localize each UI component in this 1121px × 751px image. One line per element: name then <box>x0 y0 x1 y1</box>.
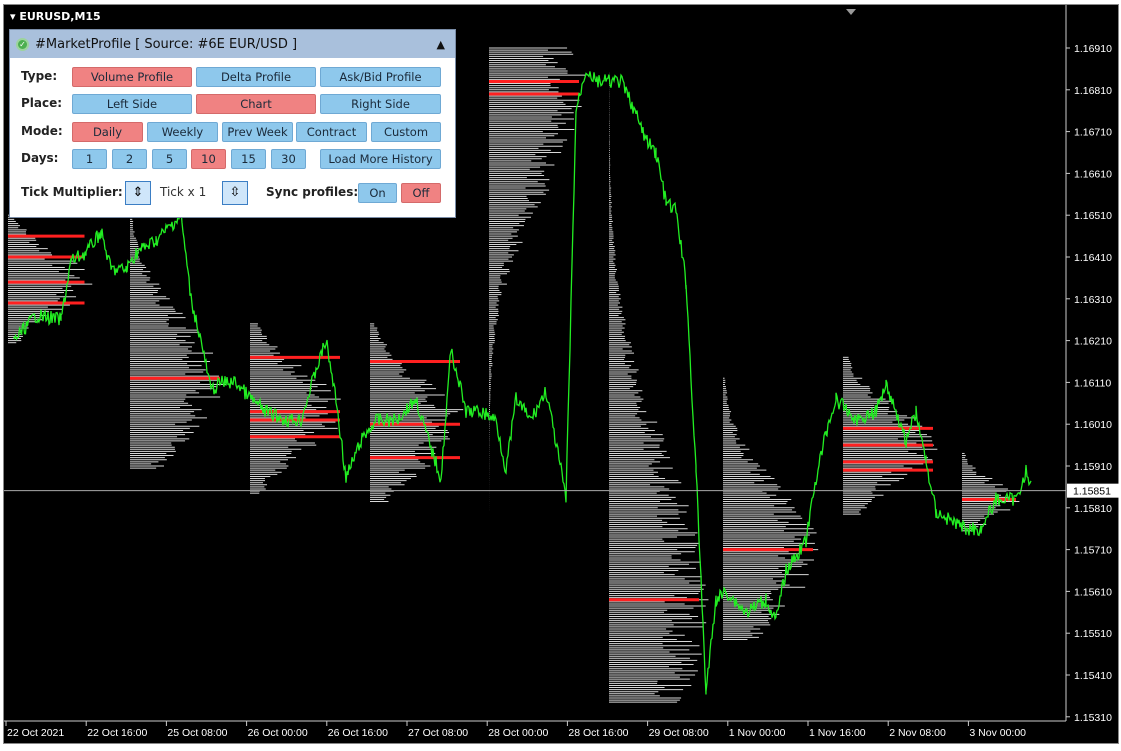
profile-2-nov <box>843 356 938 515</box>
mode-row: Mode: Daily Weekly Prev Week Contract Cu… <box>10 122 455 142</box>
days-5-button[interactable]: 5 <box>152 149 187 169</box>
delta-profile-button[interactable]: Delta Profile <box>196 67 316 87</box>
current-price-label: 1.15851 <box>1073 486 1111 498</box>
price-tick-label: 1.15310 <box>1074 712 1112 724</box>
price-tick-label: 1.16910 <box>1074 43 1112 55</box>
price-chart[interactable]: 1.16910 1.16810 1.16710 1.16610 1.16510 1.164… <box>4 5 1120 745</box>
status-ok-icon: ✓ <box>16 37 29 51</box>
panel-title: #MarketProfile [ Source: #6E EUR/USD ] <box>35 36 298 52</box>
tick-multiplier-value: Tick x 1 <box>160 185 207 199</box>
tick-sync-row: Tick Multiplier: ⇕ Tick x 1 ⇳ Sync profi… <box>10 181 455 205</box>
symbol-label: EURUSD,M15 <box>19 10 101 23</box>
time-tick-label: 22 Oct 16:00 <box>87 727 147 739</box>
profile-25-oct <box>130 214 227 469</box>
type-row: Type: Volume Profile Delta Profile Ask/B… <box>10 67 455 87</box>
tick-multiplier-label: Tick Multiplier: <box>21 185 123 199</box>
place-label: Place: <box>21 96 63 110</box>
panel-title-bar[interactable]: ✓ #MarketProfile [ Source: #6E EUR/USD ]… <box>10 30 455 58</box>
shift-marker-icon <box>846 9 856 15</box>
time-tick-label: 29 Oct 08:00 <box>649 727 709 739</box>
time-tick-label: 2 Nov 08:00 <box>889 727 946 739</box>
time-tick-label: 28 Oct 00:00 <box>488 727 548 739</box>
profile-29-oct <box>609 72 709 703</box>
price-tick-label: 1.16310 <box>1074 294 1112 306</box>
prev-week-button[interactable]: Prev Week <box>222 122 293 142</box>
sync-off-button[interactable]: Off <box>401 183 441 203</box>
price-tick-label: 1.16810 <box>1074 85 1112 97</box>
profile-26-oct <box>250 323 341 494</box>
time-tick-label: 26 Oct 16:00 <box>328 727 388 739</box>
profile-3-nov <box>962 452 1020 532</box>
time-tick-label: 1 Nov 16:00 <box>809 727 866 739</box>
profile-27-oct <box>370 323 464 503</box>
place-row: Place: Left Side Chart Right Side <box>10 94 455 114</box>
daily-button[interactable]: Daily <box>72 122 143 142</box>
ask-bid-profile-button[interactable]: Ask/Bid Profile <box>320 67 441 87</box>
sync-on-button[interactable]: On <box>358 183 397 203</box>
days-label: Days: <box>21 151 59 165</box>
time-tick-label: 26 Oct 00:00 <box>248 727 308 739</box>
weekly-button[interactable]: Weekly <box>147 122 218 142</box>
contract-button[interactable]: Contract <box>296 122 367 142</box>
time-tick-label: 25 Oct 08:00 <box>167 727 227 739</box>
price-tick-label: 1.15810 <box>1074 503 1112 515</box>
price-tick-label: 1.15710 <box>1074 545 1112 557</box>
current-price-badge <box>1067 483 1119 498</box>
price-tick-label: 1.16610 <box>1074 168 1112 180</box>
left-side-button[interactable]: Left Side <box>72 94 192 114</box>
collapse-triangle-icon[interactable]: ▲ <box>436 37 445 51</box>
volume-profile-button[interactable]: Volume Profile <box>72 67 192 87</box>
price-tick-label: 1.16110 <box>1074 377 1111 389</box>
price-tick-label: 1.15610 <box>1074 586 1112 598</box>
type-label: Type: <box>21 69 58 83</box>
mode-label: Mode: <box>21 124 63 138</box>
profile-22-oct <box>8 214 93 344</box>
days-10-button[interactable]: 10 <box>191 149 226 169</box>
tick-increase-icon[interactable]: ⇳ <box>222 181 248 205</box>
price-tick-label: 1.16510 <box>1074 210 1112 222</box>
tick-decrease-icon[interactable]: ⇕ <box>125 181 151 205</box>
time-tick-label: 1 Nov 00:00 <box>729 727 786 739</box>
days-2-button[interactable]: 2 <box>112 149 147 169</box>
chart-window[interactable]: 1.16910 1.16810 1.16710 1.16610 1.16510 1.164… <box>3 4 1119 744</box>
chart-symbol-title: ▾ EURUSD,M15 <box>10 10 101 23</box>
market-profile-panel: ✓ #MarketProfile [ Source: #6E EUR/USD ]… <box>9 29 456 218</box>
days-1-button[interactable]: 1 <box>72 149 107 169</box>
time-tick-label: 22 Oct 2021 <box>7 727 64 739</box>
price-tick-label: 1.16210 <box>1074 336 1112 348</box>
price-tick-label: 1.15910 <box>1074 461 1112 473</box>
price-tick-label: 1.15410 <box>1074 670 1112 682</box>
load-more-history-button[interactable]: Load More History <box>320 149 441 169</box>
time-tick-label: 28 Oct 16:00 <box>568 727 628 739</box>
price-tick-label: 1.16410 <box>1074 252 1112 264</box>
profile-1-nov <box>723 377 819 640</box>
sync-profiles-label: Sync profiles: <box>266 185 359 199</box>
time-tick-label: 3 Nov 00:00 <box>969 727 1026 739</box>
chart-button[interactable]: Chart <box>196 94 316 114</box>
days-15-button[interactable]: 15 <box>231 149 266 169</box>
price-tick-label: 1.16010 <box>1074 419 1112 431</box>
profile-28-oct <box>489 47 587 511</box>
days-row: Days: 1 2 5 10 15 30 Load More History <box>10 149 455 169</box>
custom-button[interactable]: Custom <box>371 122 441 142</box>
time-tick-label: 27 Oct 08:00 <box>408 727 468 739</box>
right-side-button[interactable]: Right Side <box>320 94 441 114</box>
days-30-button[interactable]: 30 <box>271 149 306 169</box>
price-tick-label: 1.15510 <box>1074 628 1112 640</box>
price-tick-label: 1.16710 <box>1074 127 1112 139</box>
